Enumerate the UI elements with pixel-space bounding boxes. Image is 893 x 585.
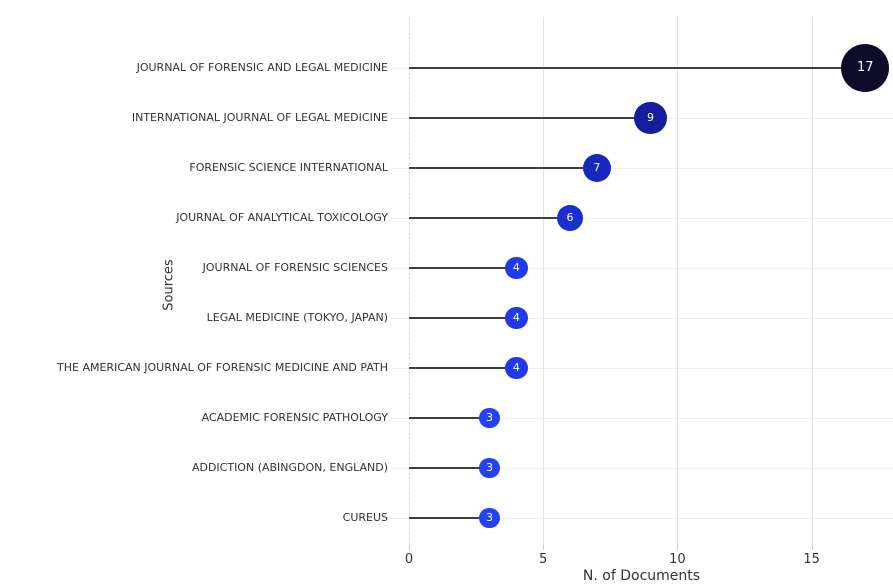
x-tick-mark (677, 545, 679, 550)
data-point[interactable]: 4 (504, 306, 528, 330)
row-gridline (390, 518, 893, 519)
v-gridline (677, 17, 679, 545)
data-point[interactable]: 17 (841, 44, 890, 92)
lollipop-stem (409, 267, 517, 269)
x-tick-mark (409, 545, 410, 550)
v-gridline (543, 17, 545, 545)
v-gridline (811, 17, 813, 545)
data-point[interactable]: 6 (556, 204, 584, 232)
lollipop-stem (409, 367, 517, 369)
row-gridline (390, 318, 893, 319)
lollipop-stem (409, 317, 517, 319)
lollipop-stem (409, 517, 490, 519)
x-tick-label: 5 (539, 552, 548, 567)
category-label: FORENSIC SCIENCE INTERNATIONAL (189, 161, 388, 174)
data-point[interactable]: 3 (479, 407, 500, 429)
row-gridline (390, 368, 893, 369)
row-gridline (390, 268, 893, 269)
lollipop-stem (409, 467, 490, 469)
data-point[interactable]: 3 (479, 507, 500, 529)
data-point[interactable]: 4 (504, 256, 528, 280)
data-point[interactable]: 4 (504, 356, 528, 380)
data-point[interactable]: 3 (479, 457, 500, 479)
x-tick-mark (543, 545, 545, 550)
category-label: JOURNAL OF FORENSIC SCIENCES (202, 261, 388, 274)
category-label: THE AMERICAN JOURNAL OF FORENSIC MEDICIN… (57, 361, 388, 374)
lollipop-stem (409, 417, 490, 419)
zero-gridline (409, 17, 411, 545)
x-tick-mark (811, 545, 813, 550)
row-gridline (390, 418, 893, 419)
x-tick-label: 10 (669, 552, 686, 567)
row-gridline (390, 468, 893, 469)
row-gridline (390, 218, 893, 219)
category-label: INTERNATIONAL JOURNAL OF LEGAL MEDICINE (131, 111, 388, 124)
data-point[interactable]: 7 (582, 153, 612, 183)
data-point[interactable]: 9 (634, 101, 667, 135)
category-label: LEGAL MEDICINE (TOKYO, JAPAN) (206, 311, 388, 324)
x-tick-label: 0 (404, 552, 414, 567)
lollipop-stem (409, 217, 571, 219)
lollipop-stem (409, 117, 651, 119)
x-axis-title: N. of Documents (582, 568, 701, 584)
category-label: CUREUS (342, 511, 388, 524)
row-gridline (390, 168, 893, 169)
lollipop-stem (409, 167, 597, 169)
category-label: JOURNAL OF FORENSIC AND LEGAL MEDICINE (136, 61, 388, 74)
category-label: JOURNAL OF ANALYTICAL TOXICOLOGY (176, 211, 388, 224)
lollipop-stem (409, 67, 866, 69)
category-label: ACADEMIC FORENSIC PATHOLOGY (201, 411, 388, 424)
category-label: ADDICTION (ABINGDON, ENGLAND) (191, 461, 388, 474)
x-tick-label: 15 (803, 552, 820, 567)
